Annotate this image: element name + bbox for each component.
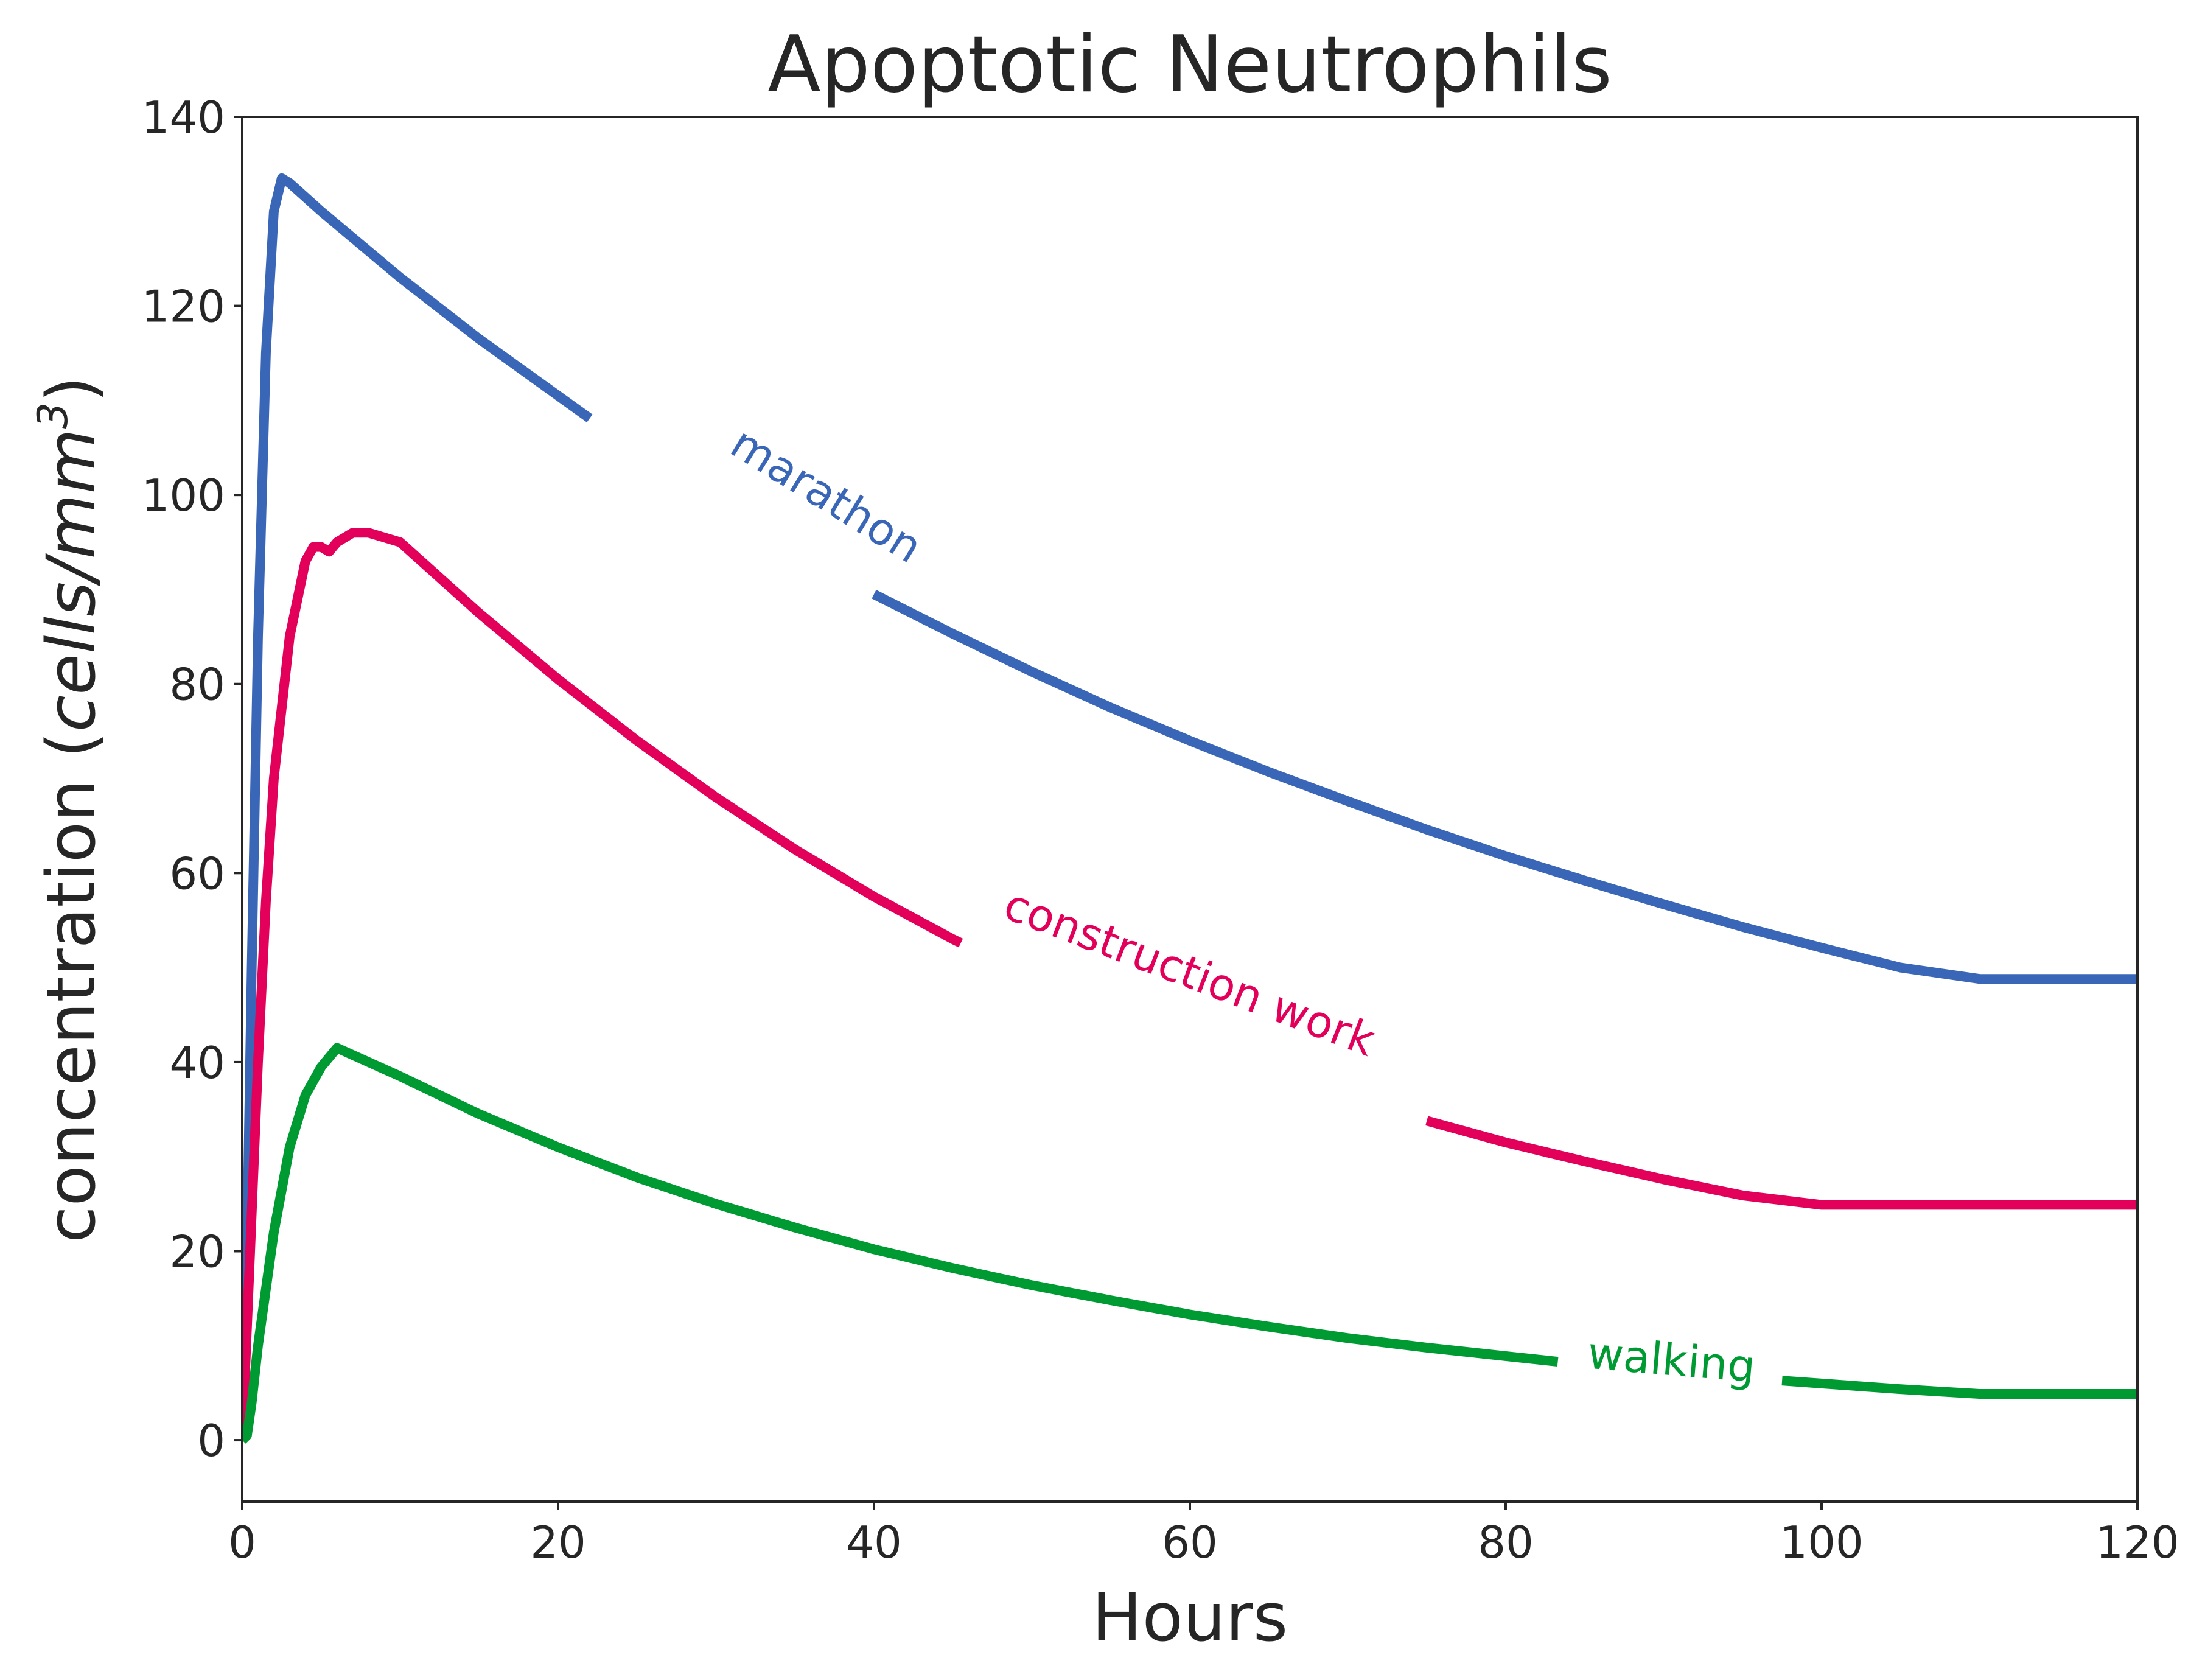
y-tick-label: 100 <box>142 470 225 521</box>
y-tick-label: 20 <box>169 1226 225 1277</box>
y-axis: 0 20 40 60 80 100 120 140 <box>142 92 242 1466</box>
y-tick-label: 60 <box>169 848 225 899</box>
x-tick-label: 60 <box>1162 1517 1218 1568</box>
x-tick-label: 120 <box>2095 1517 2179 1568</box>
y-axis-label-prefix: concentration ( <box>32 732 110 1243</box>
x-tick-label: 20 <box>530 1517 586 1568</box>
y-tick-label: 40 <box>169 1037 225 1088</box>
y-axis-label-suffix: ) <box>32 376 110 402</box>
chart-title: Apoptotic Neutrophils <box>767 19 1612 110</box>
series-line-construction-work-segment-2 <box>1427 1121 2137 1205</box>
series-line-walking-segment-1 <box>242 1048 1558 1441</box>
x-axis: 0 20 40 60 80 100 120 <box>228 1502 2179 1568</box>
y-axis-label-unit: cells/mm <box>32 429 110 732</box>
x-tick-label: 40 <box>846 1517 902 1568</box>
y-axis-label-superscript: 3 <box>29 402 77 429</box>
x-tick-label: 0 <box>228 1517 256 1568</box>
series-layer <box>242 178 2137 1440</box>
y-axis-label: concentration (cells/mm3) <box>29 376 110 1243</box>
x-axis-label: Hours <box>1092 1578 1288 1656</box>
y-tick-label: 80 <box>169 659 225 710</box>
y-tick-label: 140 <box>142 92 225 143</box>
x-tick-label: 100 <box>1780 1517 1863 1568</box>
series-line-marathon-segment-1 <box>242 178 590 1440</box>
series-label-marathon: marathon <box>722 417 931 573</box>
series-label-construction-work: construction work <box>998 878 1383 1066</box>
plot-frame <box>242 117 2137 1502</box>
series-label-walking: walking <box>1585 1328 1757 1393</box>
y-tick-label: 0 <box>197 1415 225 1466</box>
x-tick-label: 80 <box>1478 1517 1534 1568</box>
series-line-construction-work-segment-1 <box>242 533 961 1440</box>
y-tick-label: 120 <box>142 281 225 332</box>
series-line-walking-segment-2 <box>1782 1381 2137 1394</box>
